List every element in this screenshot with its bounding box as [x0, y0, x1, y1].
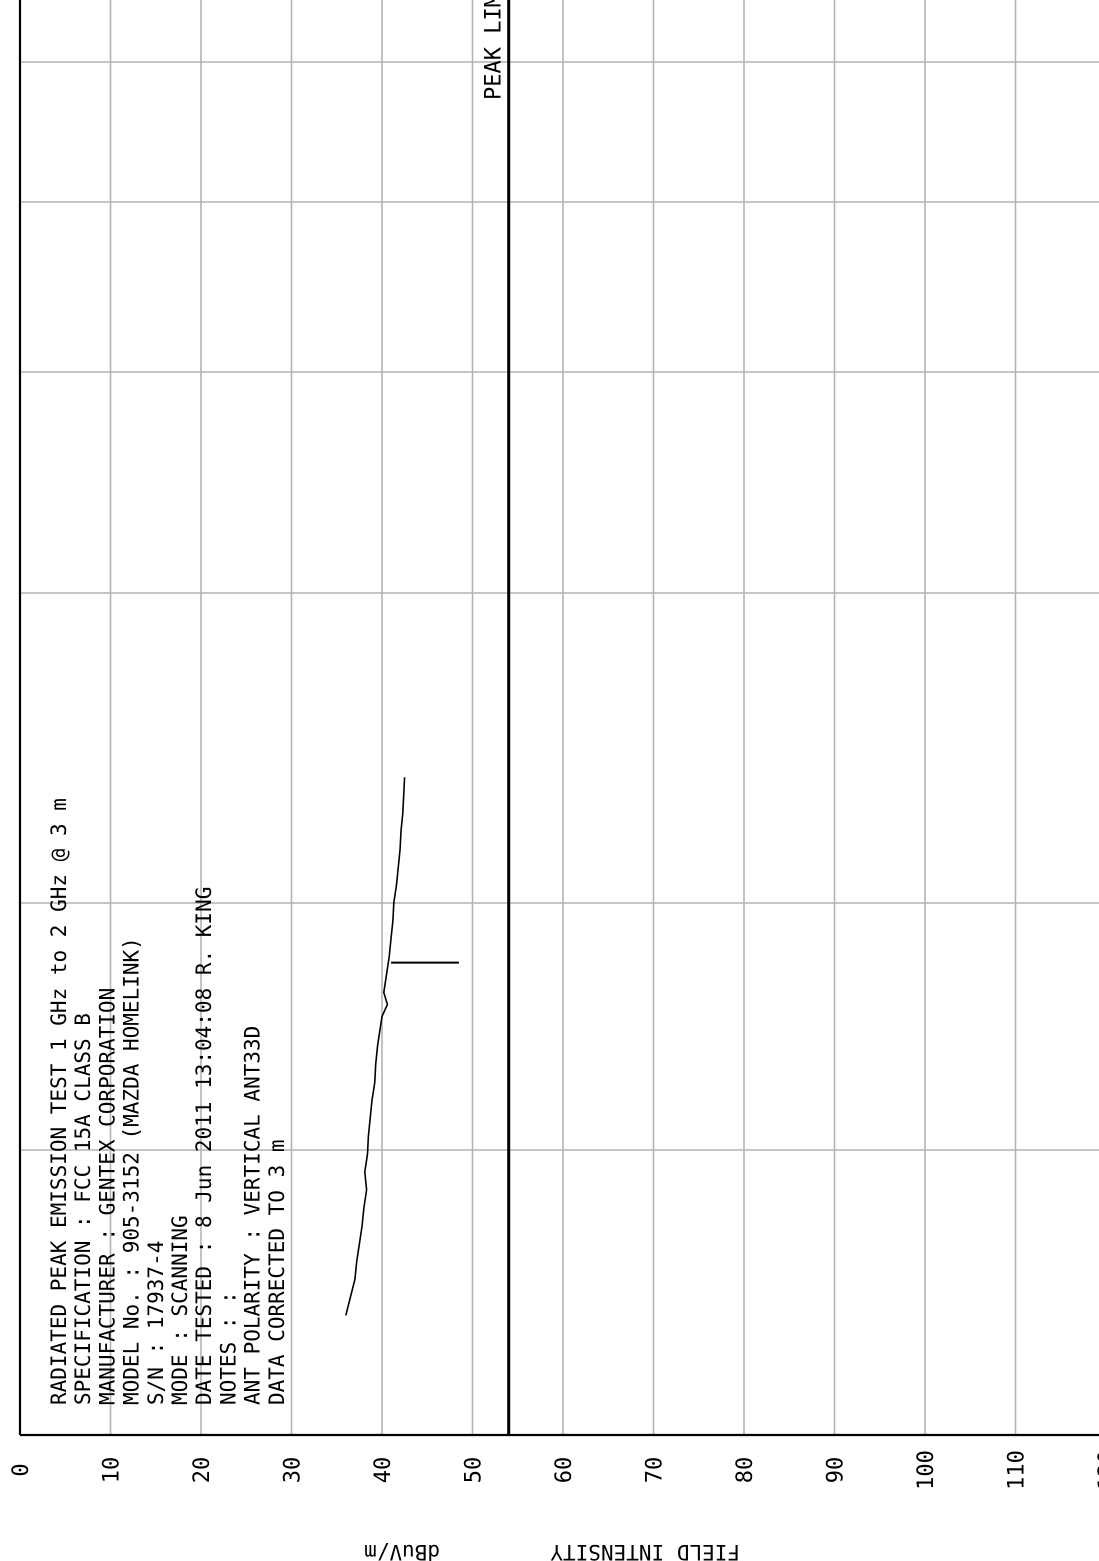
emission-trace — [345, 777, 459, 1316]
peak-limit: PEAK LIMIT — [482, 0, 511, 1435]
y-tick-label: 30 — [281, 1457, 306, 1484]
header-line: DATE TESTED : 8 Jun 2011 13:04:08 R. KIN… — [192, 887, 216, 1405]
header-line: DATA CORRECTED TO 3 m — [265, 1139, 289, 1405]
test-header-block: RADIATED PEAK EMISSION TEST 1 GHz to 2 G… — [47, 798, 289, 1405]
y-tick-labels: 0 10 20 30 40 50 60 70 80 90 100 110 120 — [9, 1450, 1099, 1490]
y-tick-label: 100 — [914, 1450, 939, 1490]
y-tick-label: 90 — [824, 1457, 849, 1484]
y-tick-label: 20 — [190, 1457, 215, 1484]
y-tick-label: 70 — [643, 1457, 668, 1484]
header-line: MANUFACTURER : GENTEX CORPORATION — [95, 988, 119, 1405]
chart-grid — [19, 0, 1099, 1435]
header-line: MODE : SCANNING — [168, 1215, 192, 1405]
header-line: NOTES : : — [216, 1291, 240, 1405]
y-tick-label: 110 — [1005, 1450, 1030, 1490]
header-line: RADIATED PEAK EMISSION TEST 1 GHz to 2 G… — [47, 798, 71, 1405]
y-axis-unit: dBuV/m — [364, 1540, 440, 1561]
plot-frame — [18, 0, 1099, 1437]
y-tick-label: 10 — [100, 1457, 125, 1484]
y-axis-label: FIELD INTENSITY dBuV/m — [364, 1540, 740, 1561]
header-line: MODEL No. : 905-3152 (MAZDA HOMELINK) — [120, 937, 144, 1405]
peak-limit-label: PEAK LIMIT — [482, 0, 507, 100]
y-tick-label: 80 — [733, 1457, 758, 1484]
y-tick-label: 40 — [371, 1457, 396, 1484]
series-trace — [345, 777, 406, 1316]
y-tick-label: 50 — [462, 1457, 487, 1484]
y-tick-label: 120 — [1095, 1450, 1099, 1490]
y-tick-label: 0 — [9, 1463, 34, 1476]
header-line: SPECIFICATION : FCC 15A CLASS B — [71, 1013, 95, 1405]
header-line: S/N : 17937-4 — [144, 1241, 168, 1405]
y-axis-title: FIELD INTENSITY — [550, 1540, 740, 1561]
y-tick-label: 60 — [552, 1457, 577, 1484]
header-line: ANT POLARITY : VERTICAL ANT33D — [241, 1026, 265, 1405]
